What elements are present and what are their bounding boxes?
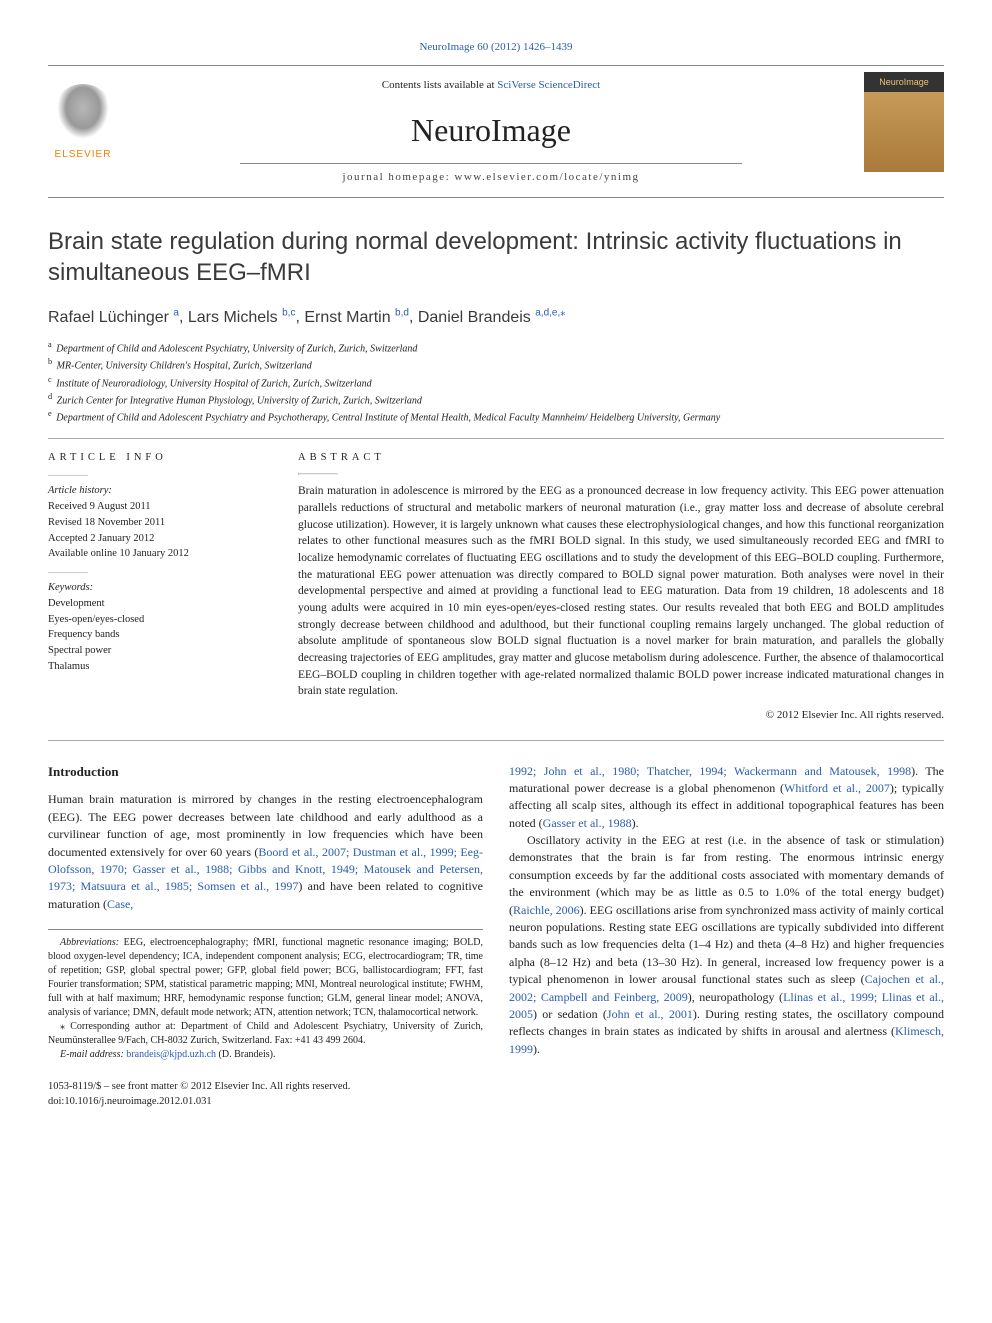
article-info-block: article info Article history: Received 9… <box>48 451 268 724</box>
rule-below-abstract <box>48 740 944 741</box>
history-line: Available online 10 January 2012 <box>48 546 268 562</box>
citation-link[interactable]: Gasser et al., 1988 <box>543 816 632 830</box>
citation-link[interactable]: Raichle, 2006 <box>513 903 580 917</box>
keyword: Thalamus <box>48 659 268 675</box>
abstract-block: abstract Brain maturation in adolescence… <box>298 451 944 724</box>
affiliation: b MR-Center, University Children's Hospi… <box>48 356 944 373</box>
author: Ernst Martin b,d <box>304 309 409 326</box>
author-affil-marker: a,d,e,⁎ <box>535 307 565 318</box>
rule-mini-3 <box>298 473 338 475</box>
article-title: Brain state regulation during normal dev… <box>48 226 944 288</box>
elsevier-logo: ELSEVIER <box>48 72 118 162</box>
affiliation-list: a Department of Child and Adolescent Psy… <box>48 339 944 426</box>
text-run: ). <box>632 816 639 830</box>
keywords-heading: Keywords: <box>48 581 268 596</box>
rule-mini-1 <box>48 475 88 476</box>
keyword: Frequency bands <box>48 627 268 643</box>
footnotes-block: Abbreviations: EEG, electroencephalograp… <box>48 929 483 1062</box>
citation-link[interactable]: Whitford et al., 2007 <box>784 781 890 795</box>
keyword: Eyes-open/eyes-closed <box>48 612 268 628</box>
author: Daniel Brandeis a,d,e,⁎ <box>418 309 565 326</box>
affiliation: a Department of Child and Adolescent Psy… <box>48 339 944 356</box>
elsevier-label: ELSEVIER <box>55 148 112 162</box>
email-suffix: (D. Brandeis). <box>216 1049 275 1060</box>
section-heading-introduction: Introduction <box>48 763 483 782</box>
abbreviations-footnote: Abbreviations: EEG, electroencephalograp… <box>48 936 483 1020</box>
contents-available-line: Contents lists available at SciVerse Sci… <box>132 78 850 93</box>
journal-homepage: journal homepage: www.elsevier.com/locat… <box>132 170 850 185</box>
email-label: E-mail address: <box>60 1049 126 1060</box>
journal-title: NeuroImage <box>132 108 850 153</box>
abbrev-text: EEG, electroencephalography; fMRI, funct… <box>48 937 483 1018</box>
body-column-right: 1992; John et al., 1980; Thatcher, 1994;… <box>509 763 944 1063</box>
author: Rafael Lüchinger a <box>48 309 179 326</box>
abstract-heading: abstract <box>298 451 944 466</box>
author-affil-marker: b,d <box>395 307 409 318</box>
history-line: Accepted 2 January 2012 <box>48 531 268 547</box>
intro-paragraph-2: Oscillatory activity in the EEG at rest … <box>509 832 944 1058</box>
elsevier-tree-icon <box>53 84 113 144</box>
body-column-left: Introduction Human brain maturation is m… <box>48 763 483 1063</box>
rule-top <box>48 65 944 66</box>
affiliation: e Department of Child and Adolescent Psy… <box>48 408 944 425</box>
masthead: ELSEVIER Contents lists available at Sci… <box>48 72 944 191</box>
doi-line: doi:10.1016/j.neuroimage.2012.01.031 <box>48 1095 944 1110</box>
page-footer: 1053-8119/$ – see front matter © 2012 El… <box>48 1080 944 1109</box>
keyword: Development <box>48 596 268 612</box>
contents-prefix: Contents lists available at <box>382 79 497 91</box>
keyword: Spectral power <box>48 643 268 659</box>
citation-link[interactable]: John et al., 2001 <box>607 1007 693 1021</box>
author-list: Rafael Lüchinger a, Lars Michels b,c, Er… <box>48 306 944 329</box>
corr-text: Corresponding author at: Department of C… <box>48 1021 483 1046</box>
abstract-text: Brain maturation in adolescence is mirro… <box>298 483 944 700</box>
affiliation: d Zurich Center for Integrative Human Ph… <box>48 391 944 408</box>
journal-cover-thumbnail: NeuroImage <box>864 72 944 172</box>
text-run: ). <box>533 1042 540 1056</box>
rule-under-title <box>240 163 743 164</box>
citation-link[interactable]: Case, <box>107 897 133 911</box>
author-affil-marker: a <box>173 307 179 318</box>
abbrev-label: Abbreviations: <box>60 937 119 948</box>
journal-ref-header: NeuroImage 60 (2012) 1426–1439 <box>48 40 944 55</box>
rule-mini-2 <box>48 572 88 573</box>
email-link[interactable]: brandeis@kjpd.uzh.ch <box>126 1049 216 1060</box>
text-run: ), neuropathology ( <box>688 990 783 1004</box>
body-columns: Introduction Human brain maturation is m… <box>48 763 944 1063</box>
article-history-heading: Article history: <box>48 484 268 499</box>
rule-above-info <box>48 438 944 439</box>
abstract-copyright: © 2012 Elsevier Inc. All rights reserved… <box>298 708 944 723</box>
citation-link[interactable]: 1992; John et al., 1980; Thatcher, 1994;… <box>509 764 911 778</box>
history-line: Revised 18 November 2011 <box>48 515 268 531</box>
article-info-heading: article info <box>48 451 268 466</box>
author: Lars Michels b,c <box>188 309 296 326</box>
rule-under-masthead <box>48 197 944 198</box>
email-footnote: E-mail address: brandeis@kjpd.uzh.ch (D.… <box>48 1048 483 1062</box>
history-line: Received 9 August 2011 <box>48 499 268 515</box>
affiliation: c Institute of Neuroradiology, Universit… <box>48 374 944 391</box>
issn-line: 1053-8119/$ – see front matter © 2012 El… <box>48 1080 944 1095</box>
corresponding-author-footnote: ⁎ Corresponding author at: Department of… <box>48 1020 483 1048</box>
intro-paragraph-1: Human brain maturation is mirrored by ch… <box>48 791 483 913</box>
sciencedirect-link[interactable]: SciVerse ScienceDirect <box>497 79 600 91</box>
text-run: ) or sedation ( <box>533 1007 607 1021</box>
intro-paragraph-1-cont: 1992; John et al., 1980; Thatcher, 1994;… <box>509 763 944 833</box>
author-affil-marker: b,c <box>282 307 295 318</box>
journal-ref-link[interactable]: NeuroImage 60 (2012) 1426–1439 <box>419 41 572 53</box>
